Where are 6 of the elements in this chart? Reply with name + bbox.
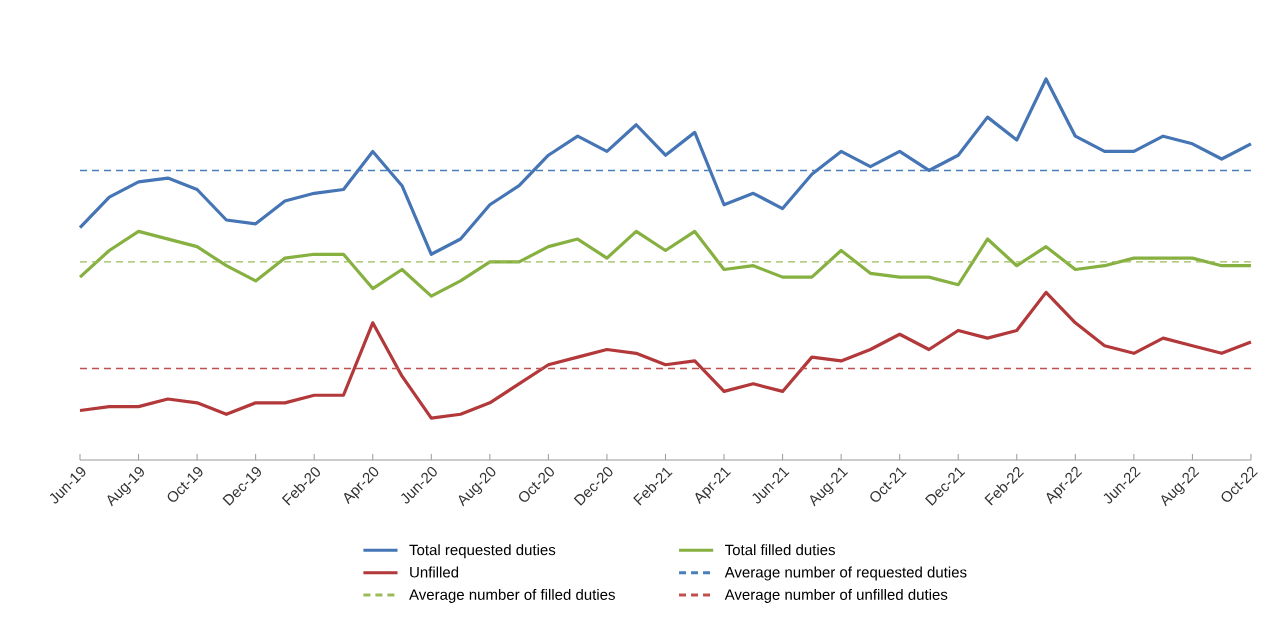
- legend-label: Unfilled: [410, 566, 459, 578]
- legend-label: Total filled duties: [725, 544, 835, 556]
- legend-label: Average number of requested duties: [724, 566, 967, 581]
- legend-label: Average number of unfilled duties: [724, 588, 948, 603]
- legend-label: Total requested duties: [409, 544, 556, 559]
- legend-label: Average number of filled duties: [409, 588, 615, 603]
